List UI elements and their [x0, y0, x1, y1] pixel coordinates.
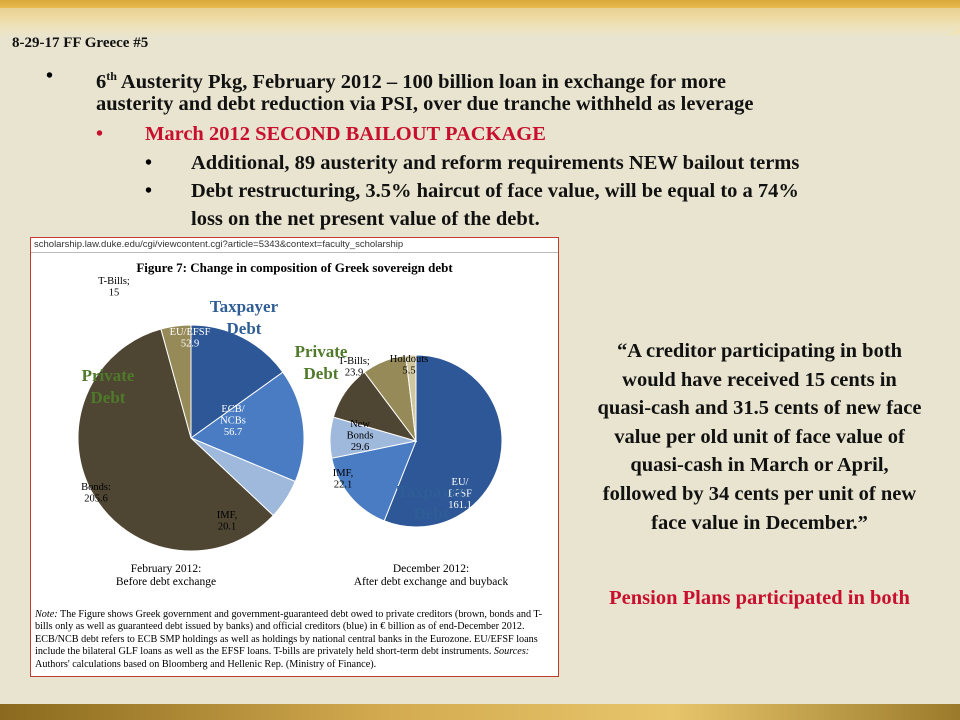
taxpayer-debt-overlay: Taxpayer Debt [397, 482, 466, 523]
bullet-glyph: • [46, 65, 54, 87]
figure-title: Figure 7: Change in composition of Greek… [136, 260, 453, 275]
pension-plans-note: Pension Plans participated in both [609, 587, 910, 609]
pie-charts: EU/EFSF 52.9 ECB/NCBs 56.7 IMF, 20.1 Bonds: 205… [77, 276, 503, 552]
quote-line: face value in December.” [651, 511, 868, 534]
pie-slice [160, 324, 192, 439]
taxpayer-debt-overlay: Taxpayer Debt [210, 297, 279, 338]
slice-label: Holdouts 5.5 [390, 354, 429, 377]
quote-line: quasi-cash in March or April, [630, 454, 889, 477]
pie-slice [189, 371, 305, 483]
figure-note: Note: The Figure shows Greek government … [35, 609, 543, 670]
pie-slice [405, 354, 417, 442]
slice-label: EU/EFSF 52.9 [170, 327, 211, 350]
quote-line: quasi-cash and 31.5 cents of new face [597, 397, 922, 420]
creditor-quote: “A creditor participating in both would … [563, 337, 956, 537]
bullet-3: Additional, 89 austerity and reform requ… [191, 152, 800, 174]
bullet-glyph: • [145, 152, 153, 174]
bullet-4-line-1: Debt restructuring, 3.5% haircut of face… [191, 180, 799, 202]
pie-slice [383, 354, 503, 528]
bullet-1-line-2: austerity and debt reduction via PSI, ov… [96, 93, 754, 115]
quote-line: “A creditor participating in both [616, 340, 903, 362]
debt-composition-figure: scholarship.law.duke.edu/cgi/viewcontent… [30, 237, 559, 677]
slide-label: 8-29-17 FF Greece #5 [12, 35, 149, 51]
slice-label: Bonds: 205.6 [81, 482, 111, 505]
bullet-glyph: • [145, 180, 153, 202]
slice-label: T-Bills; 15 [98, 276, 130, 299]
pie-slice [77, 328, 274, 552]
bottom-banner [0, 704, 960, 720]
bullet-4-line-2: loss on the net present value of the deb… [191, 208, 540, 230]
pie-slice [331, 440, 417, 522]
slice-label: ECB/NCBs 56.7 [220, 404, 246, 438]
caption-left: February 2012: Before debt exchange [115, 563, 217, 588]
slice-label: New Bonds 29.6 [347, 419, 374, 453]
slice-label: EU/EFSF 161.1 [448, 477, 472, 511]
private-debt-overlay: Private Debt [295, 342, 348, 383]
bullet-glyph: • [96, 123, 104, 145]
bullet-1-line-1: 6th Austerity Pkg, February 2012 – 100 b… [96, 69, 727, 93]
url-divider [31, 252, 558, 253]
quote-line: would have received 15 cents in [622, 368, 897, 391]
private-debt-overlay: Private Debt [82, 366, 135, 407]
source-url[interactable]: scholarship.law.duke.edu/cgi/viewcontent… [34, 239, 404, 250]
quote-line: value per old unit of face value of [614, 425, 905, 448]
bullet-2: March 2012 SECOND BAILOUT PACKAGE [145, 123, 546, 145]
slice-label: ECB/NCBs; 45.3 [347, 515, 376, 549]
quote-line: followed by 34 cents per unit of new [602, 482, 917, 505]
pie-slice [190, 324, 284, 439]
slice-label: IMF, 22.1 [333, 468, 353, 491]
slice-label: IMF, 20.1 [217, 510, 237, 533]
slice-label: T-Bills; 23.9 [338, 356, 370, 379]
caption-right: December 2012: After debt exchange and b… [353, 563, 509, 588]
